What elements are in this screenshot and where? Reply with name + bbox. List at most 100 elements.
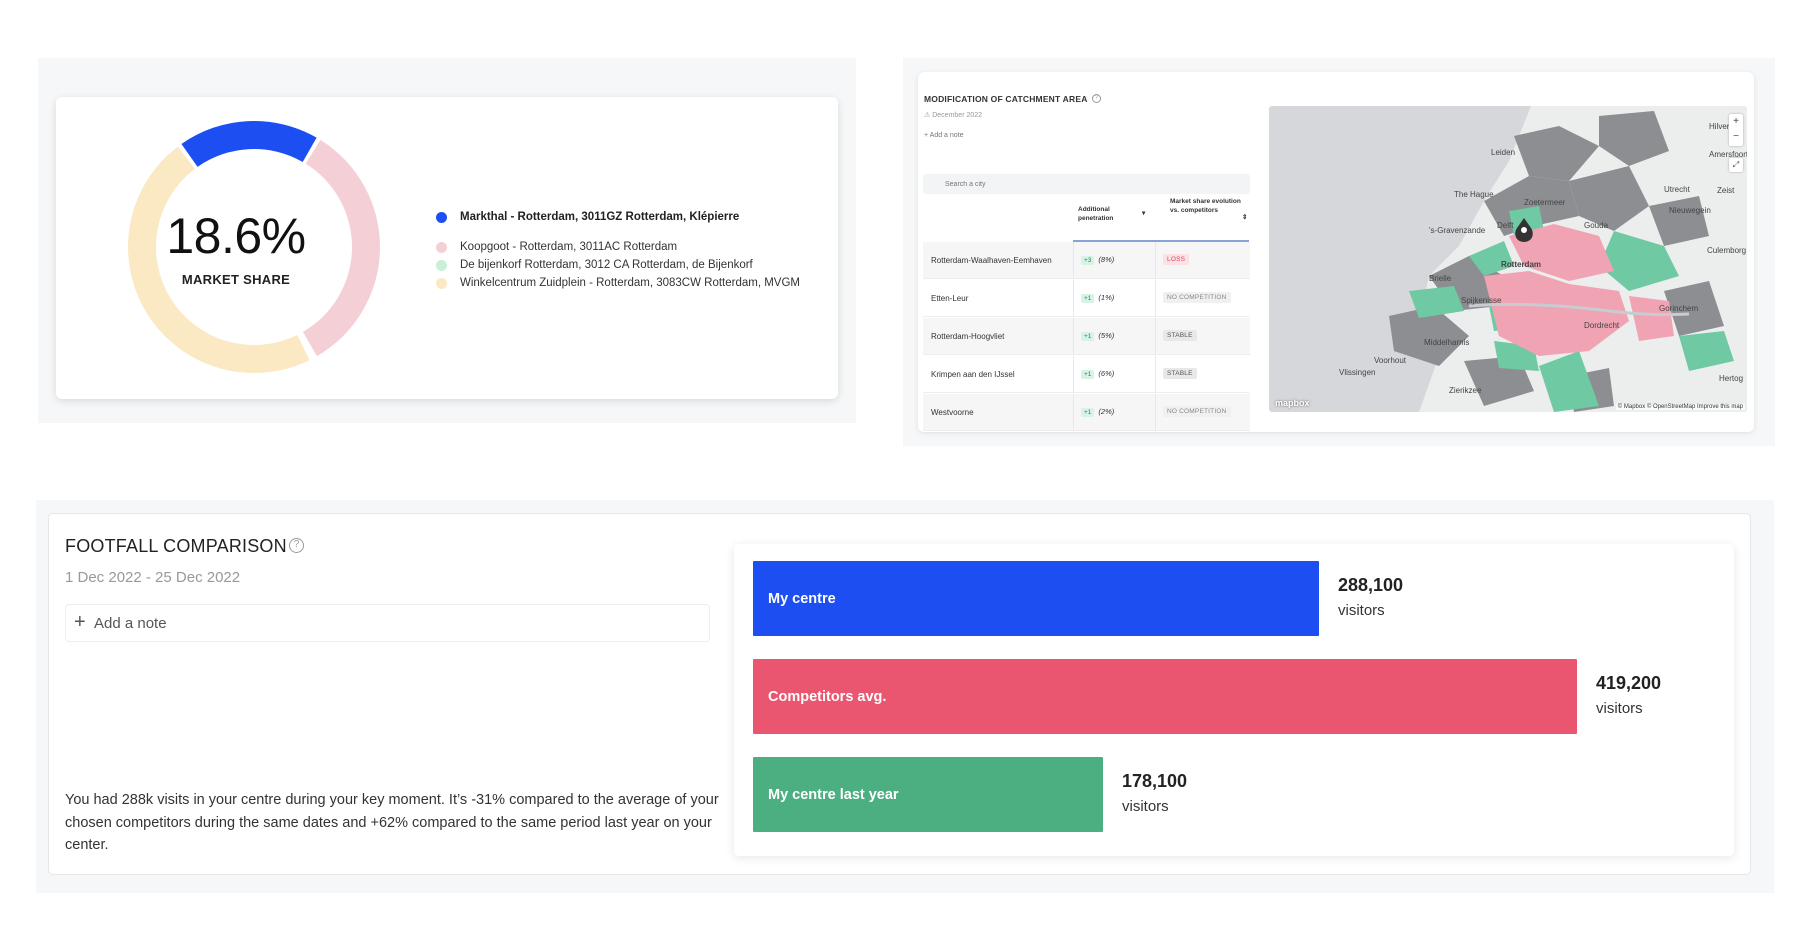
catchment-map[interactable]: Leiden Hilversu The Hague Zoetermeer Utr… bbox=[1269, 106, 1747, 412]
row-penetration: +1 (2%) bbox=[1081, 407, 1114, 417]
add-note-button[interactable]: + Add a note bbox=[924, 132, 964, 139]
map-label: Zierikzee bbox=[1449, 386, 1482, 395]
map-attribution[interactable]: © Mapbox © OpenStreetMap Improve this ma… bbox=[1615, 404, 1745, 410]
penetration-percent: (5%) bbox=[1098, 331, 1115, 340]
row-city: Westvoorne bbox=[931, 408, 974, 417]
donut-slice-3[interactable] bbox=[128, 146, 310, 373]
column-divider bbox=[1073, 280, 1074, 317]
map-label: Dordrecht bbox=[1584, 321, 1620, 330]
penetration-percent: (2%) bbox=[1098, 407, 1115, 416]
row-city: Krimpen aan den IJssel bbox=[931, 370, 1015, 379]
map-label: Zeist bbox=[1717, 186, 1735, 195]
map-label: Gouda bbox=[1584, 221, 1609, 230]
map-label: Culemborg bbox=[1707, 246, 1747, 255]
column-divider bbox=[1073, 242, 1074, 279]
legend-label: De bijenkorf Rotterdam, 3012 CA Rotterda… bbox=[460, 259, 753, 271]
zoom-out-icon[interactable]: − bbox=[1733, 131, 1739, 142]
legend-item[interactable]: De bijenkorf Rotterdam, 3012 CA Rotterda… bbox=[436, 259, 753, 271]
legend-item[interactable]: Winkelcentrum Zuidplein - Rotterdam, 308… bbox=[436, 277, 800, 289]
col-header-penetration[interactable]: Additional penetration bbox=[1078, 206, 1114, 222]
map-label-rotterdam: Rotterdam bbox=[1501, 260, 1542, 269]
map-label: Hilversu bbox=[1709, 122, 1738, 131]
row-city: Rotterdam-Hoogvliet bbox=[931, 332, 1005, 341]
city-search-input[interactable] bbox=[923, 174, 1250, 194]
bar-label: Competitors avg. bbox=[768, 689, 887, 705]
bar-unit: visitors bbox=[1338, 602, 1385, 619]
add-note-label: Add a note bbox=[94, 615, 167, 632]
penetration-percent: (8%) bbox=[1098, 255, 1115, 264]
map-label: Delft bbox=[1497, 221, 1514, 230]
row-penetration: +1 (5%) bbox=[1081, 331, 1114, 341]
donut-slice-0[interactable] bbox=[181, 121, 317, 167]
help-icon[interactable]: ? bbox=[1092, 94, 1101, 103]
column-divider bbox=[1073, 356, 1074, 393]
table-row[interactable]: Krimpen aan den IJssel +1 (6%) STABLE bbox=[923, 356, 1250, 393]
legend-dot-icon bbox=[436, 277, 447, 289]
catchment-date-text: December 2022 bbox=[932, 112, 983, 119]
legend-dot-icon bbox=[436, 259, 447, 271]
bar-label: My centre bbox=[768, 591, 836, 607]
footfall-bar[interactable]: My centre last year bbox=[753, 757, 1103, 832]
table-row[interactable]: Westvoorne +1 (2%) NO COMPETITION bbox=[923, 394, 1250, 431]
fullscreen-icon[interactable]: ⤢ bbox=[1729, 158, 1743, 172]
help-icon[interactable]: ? bbox=[289, 538, 304, 553]
bar-value: 178,100 bbox=[1122, 771, 1188, 791]
market-share-donut bbox=[128, 121, 380, 373]
bar-label: My centre last year bbox=[768, 787, 899, 803]
footfall-card: FOOTFALL COMPARISON ? 1 Dec 2022 - 25 De… bbox=[48, 513, 1751, 875]
legend-label: Markthal - Rotterdam, 3011GZ Rotterdam, … bbox=[460, 211, 740, 223]
bar-value: 288,100 bbox=[1338, 575, 1404, 595]
table-row[interactable]: Rotterdam-Waalhaven-Eemhaven +3 (8%) LOSS bbox=[923, 242, 1250, 279]
map-canvas bbox=[1269, 106, 1747, 412]
col-header-market-share[interactable]: Market share evolution vs. competitors bbox=[1170, 198, 1241, 214]
footfall-title: FOOTFALL COMPARISON bbox=[65, 536, 287, 556]
legend-item[interactable]: Markthal - Rotterdam, 3011GZ Rotterdam, … bbox=[436, 211, 739, 223]
penetration-badge: +1 bbox=[1081, 332, 1095, 341]
penetration-badge: +1 bbox=[1081, 294, 1095, 303]
catchment-date: ⚠ December 2022 bbox=[924, 112, 983, 119]
catchment-card: MODIFICATION OF CATCHMENT AREA ? ⚠ Decem… bbox=[918, 72, 1754, 432]
table-row[interactable]: Rotterdam-Hoogvliet +1 (5%) STABLE bbox=[923, 318, 1250, 355]
donut-slice-1[interactable] bbox=[302, 139, 380, 357]
bar-value: 419,200 bbox=[1596, 673, 1662, 693]
map-label: Vlissingen bbox=[1339, 368, 1376, 377]
footfall-bar[interactable]: Competitors avg. bbox=[753, 659, 1577, 734]
bar-unit: visitors bbox=[1122, 798, 1169, 815]
map-label: Middelharnis bbox=[1424, 338, 1470, 347]
column-divider bbox=[1155, 280, 1156, 317]
penetration-badge: +1 bbox=[1081, 408, 1095, 417]
market-share-value: 18.6% bbox=[166, 208, 306, 264]
map-label: Utrecht bbox=[1664, 185, 1690, 194]
footfall-bar-chart: My centre 288,100 visitors Competitors avg.… bbox=[734, 544, 1734, 856]
row-penetration: +3 (8%) bbox=[1081, 255, 1114, 265]
add-note-button[interactable]: + Add a note bbox=[65, 604, 710, 642]
market-share-card: 18.6% MARKET SHARE Markthal - Rotterdam,… bbox=[56, 97, 838, 399]
market-share-label: MARKET SHARE bbox=[181, 272, 291, 287]
plus-icon: + bbox=[74, 611, 86, 633]
map-label: Leiden bbox=[1491, 148, 1516, 157]
map-label: Gorinchem bbox=[1659, 304, 1699, 313]
footfall-description: You had 288k visits in your centre durin… bbox=[65, 792, 719, 853]
map-label: 's-Gravenzande bbox=[1429, 226, 1486, 235]
status-badge: NO COMPETITION bbox=[1163, 292, 1231, 303]
status-badge: NO COMPETITION bbox=[1163, 406, 1231, 417]
footfall-bar[interactable]: My centre bbox=[753, 561, 1319, 636]
zoom-in-icon[interactable]: + bbox=[1733, 116, 1739, 127]
table-row[interactable]: Etten-Leur +1 (1%) NO COMPETITION bbox=[923, 280, 1250, 317]
row-city: Rotterdam-Waalhaven-Eemhaven bbox=[931, 256, 1052, 265]
column-divider bbox=[1073, 394, 1074, 431]
sort-icon[interactable]: ⇕ bbox=[1242, 214, 1248, 221]
map-label: Amersfoort bbox=[1709, 150, 1747, 159]
bar-unit: visitors bbox=[1596, 700, 1643, 717]
legend-item[interactable]: Koopgoot - Rotterdam, 3011AC Rotterdam bbox=[436, 241, 677, 253]
column-divider bbox=[1155, 394, 1156, 431]
row-city: Etten-Leur bbox=[931, 294, 969, 303]
status-badge: STABLE bbox=[1163, 368, 1197, 379]
mapbox-logo[interactable]: mapbox bbox=[1275, 398, 1310, 408]
column-header-underline bbox=[1073, 240, 1249, 242]
penetration-badge: +3 bbox=[1081, 256, 1095, 265]
sort-down-icon[interactable]: ▾ bbox=[1142, 210, 1146, 217]
map-zoom-controls[interactable]: + − bbox=[1729, 114, 1743, 146]
map-label: Spijkenisse bbox=[1461, 296, 1502, 305]
penetration-percent: (1%) bbox=[1098, 293, 1115, 302]
